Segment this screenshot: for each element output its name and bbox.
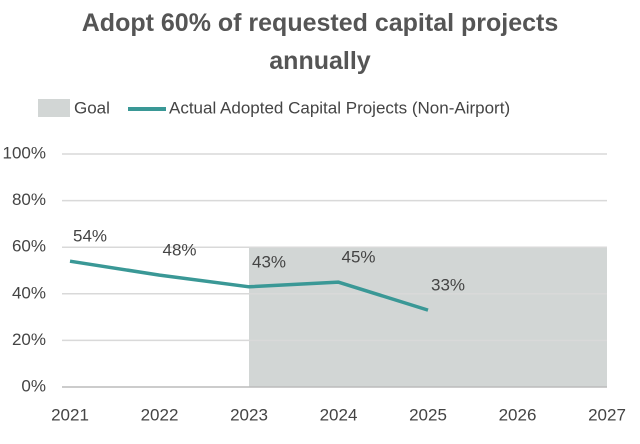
legend-swatch xyxy=(38,99,70,117)
x-tick-label: 2024 xyxy=(320,405,358,424)
y-tick-label: 0% xyxy=(21,376,46,395)
legend-label: Goal xyxy=(74,98,110,117)
y-tick-label: 100% xyxy=(3,143,46,162)
x-tick-label: 2023 xyxy=(230,405,268,424)
x-tick-label: 2021 xyxy=(51,405,89,424)
data-label: 54% xyxy=(73,227,107,246)
x-tick-label: 2025 xyxy=(409,405,447,424)
data-label: 45% xyxy=(341,248,375,267)
x-tick-label: 2027 xyxy=(588,405,626,424)
legend-label: Actual Adopted Capital Projects (Non-Air… xyxy=(169,98,510,117)
goal-area xyxy=(249,247,607,387)
y-tick-label: 60% xyxy=(12,237,46,256)
data-line xyxy=(69,259,429,312)
data-label: 43% xyxy=(252,252,286,271)
y-tick-label: 40% xyxy=(12,283,46,302)
data-label: 33% xyxy=(431,276,465,295)
data-label: 48% xyxy=(162,241,196,260)
x-tick-label: 2022 xyxy=(141,405,179,424)
x-tick-label: 2026 xyxy=(499,405,537,424)
chart-title: Adopt 60% of requested capital projects … xyxy=(81,9,559,75)
y-tick-label: 80% xyxy=(12,190,46,209)
y-tick-label: 20% xyxy=(12,330,46,349)
